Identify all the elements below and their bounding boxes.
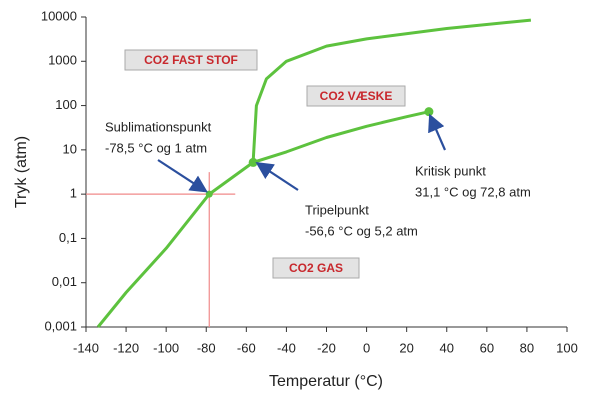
x-tick-label: 60 — [480, 340, 494, 355]
annotation-arrow — [255, 162, 299, 191]
annotation-text: 31,1 °C og 72,8 atm — [415, 184, 531, 199]
x-tick-label: -140 — [73, 340, 99, 355]
x-tick-label: 40 — [440, 340, 454, 355]
point-marker — [424, 107, 434, 117]
x-tick-label: 80 — [520, 340, 534, 355]
point-marker — [205, 190, 213, 198]
annotation-text: Tripelpunkt — [305, 202, 369, 217]
y-tick-label: 0,1 — [59, 230, 77, 245]
region-label: CO2 FAST STOF — [144, 53, 238, 67]
x-tick-label: -80 — [197, 340, 216, 355]
x-axis-title: Temperatur (°C) — [269, 373, 383, 390]
region-box — [124, 49, 258, 71]
y-tick-label: 10000 — [41, 8, 77, 23]
region-box — [306, 85, 406, 107]
y-axis-title: Tryk (atm) — [13, 136, 30, 208]
x-tick-label: 20 — [399, 340, 413, 355]
x-tick-label: 100 — [556, 340, 578, 355]
y-tick-label: 100 — [55, 97, 77, 112]
annotation-arrow — [428, 113, 447, 151]
y-tick-label: 0,01 — [52, 274, 77, 289]
region-label: CO2 GAS — [289, 261, 343, 275]
x-tick-label: 0 — [363, 340, 370, 355]
region-box — [272, 257, 360, 279]
point-marker — [248, 157, 258, 167]
annotation-text: Sublimationspunkt — [105, 119, 212, 134]
phase-curve — [252, 110, 430, 164]
phase-curve — [251, 18, 532, 163]
phase-curve — [96, 161, 254, 328]
x-tick-label: -40 — [277, 340, 296, 355]
x-tick-label: -60 — [237, 340, 256, 355]
annotation-text: -56,6 °C og 5,2 atm — [305, 223, 418, 238]
x-tick-label: -20 — [317, 340, 336, 355]
x-tick-label: -120 — [113, 340, 139, 355]
y-tick-label: 0,001 — [44, 318, 77, 333]
y-tick-label: 1 — [70, 186, 77, 201]
annotation-text: Kritisk punkt — [415, 163, 486, 178]
y-tick-label: 1000 — [48, 53, 77, 68]
annotation-text: -78,5 °C og 1 atm — [105, 140, 207, 155]
region-label: CO2 VÆSKE — [320, 89, 393, 103]
x-tick-label: -100 — [153, 340, 179, 355]
annotation-arrow — [157, 159, 208, 193]
y-tick-label: 10 — [63, 141, 77, 156]
